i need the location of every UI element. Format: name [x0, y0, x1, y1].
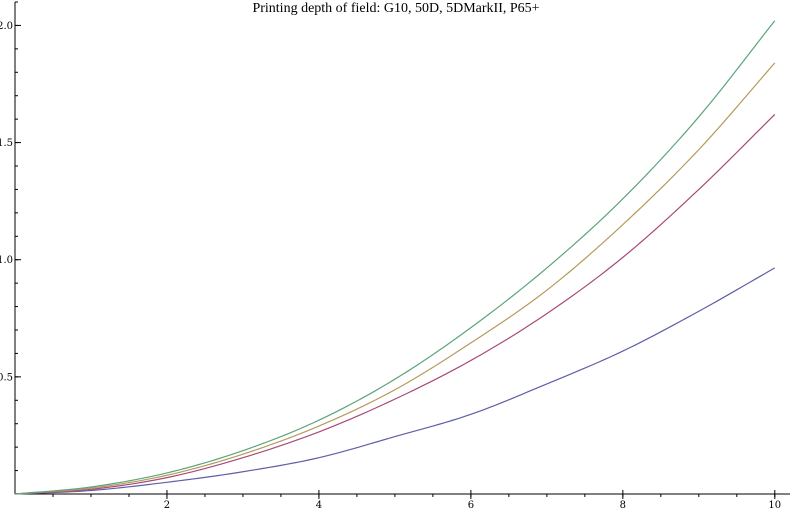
series-layer	[14, 20, 776, 495]
y-tick-label: 0.5	[0, 372, 13, 383]
y-tick-label: 1.5	[0, 138, 13, 149]
y-tick-label: 2.0	[0, 21, 13, 32]
series-line-2	[14, 114, 776, 495]
chart-title: Printing depth of field: G10, 50D, 5DMar…	[252, 1, 539, 16]
x-tick-label: 6	[468, 500, 474, 510]
x-tick-label: 10	[768, 500, 781, 510]
series-line-4	[14, 20, 776, 495]
x-tick-label: 8	[620, 500, 626, 510]
x-tick-label: 2	[164, 500, 170, 510]
y-tick-label: 1.0	[0, 255, 13, 266]
series-line-1	[14, 267, 776, 495]
x-tick-label: 4	[316, 500, 322, 510]
series-line-3	[14, 62, 776, 495]
